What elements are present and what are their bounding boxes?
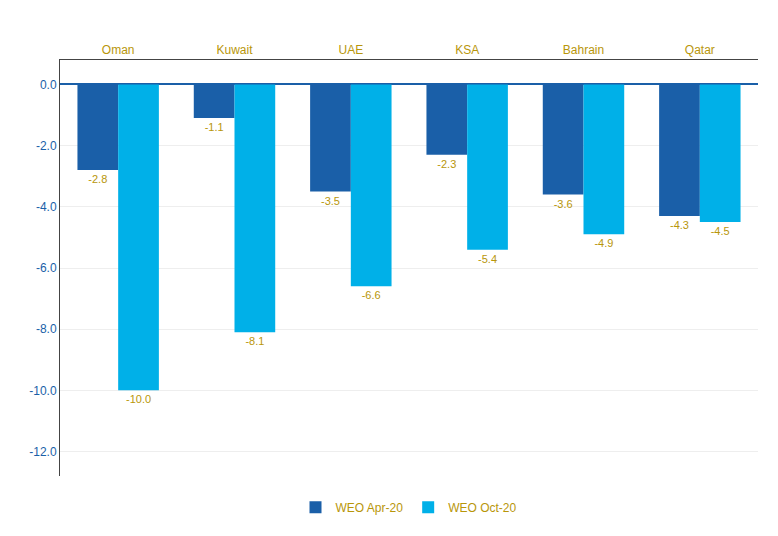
svg-text:Kuwait: Kuwait <box>216 43 253 57</box>
svg-text:-8.0: -8.0 <box>36 322 57 336</box>
svg-text:-6.6: -6.6 <box>362 289 381 301</box>
svg-text:-4.0: -4.0 <box>36 200 57 214</box>
svg-text:-10.0: -10.0 <box>126 393 151 405</box>
svg-text:KSA: KSA <box>455 43 479 57</box>
svg-text:-4.9: -4.9 <box>594 237 613 249</box>
svg-text:0.0: 0.0 <box>40 78 57 92</box>
svg-text:Qatar: Qatar <box>685 43 715 57</box>
svg-text:-6.0: -6.0 <box>36 261 57 275</box>
svg-text:WEO Oct-20: WEO Oct-20 <box>448 501 516 515</box>
svg-text:Bahrain: Bahrain <box>563 43 604 57</box>
svg-text:-12.0: -12.0 <box>29 445 57 459</box>
svg-text:-4.3: -4.3 <box>670 219 689 231</box>
svg-text:-1.1: -1.1 <box>205 121 224 133</box>
svg-text:-2.0: -2.0 <box>36 139 57 153</box>
svg-text:-3.5: -3.5 <box>321 195 340 207</box>
svg-text:-5.4: -5.4 <box>478 253 497 265</box>
svg-text:-2.3: -2.3 <box>437 158 456 170</box>
svg-text:-3.6: -3.6 <box>554 198 573 210</box>
svg-text:WEO Apr-20: WEO Apr-20 <box>336 501 404 515</box>
svg-text:UAE: UAE <box>338 43 363 57</box>
svg-text:-4.5: -4.5 <box>711 225 730 237</box>
svg-text:Oman: Oman <box>102 43 135 57</box>
svg-text:-2.8: -2.8 <box>88 173 107 185</box>
svg-text:-10.0: -10.0 <box>29 384 57 398</box>
svg-text:-8.1: -8.1 <box>245 335 264 347</box>
